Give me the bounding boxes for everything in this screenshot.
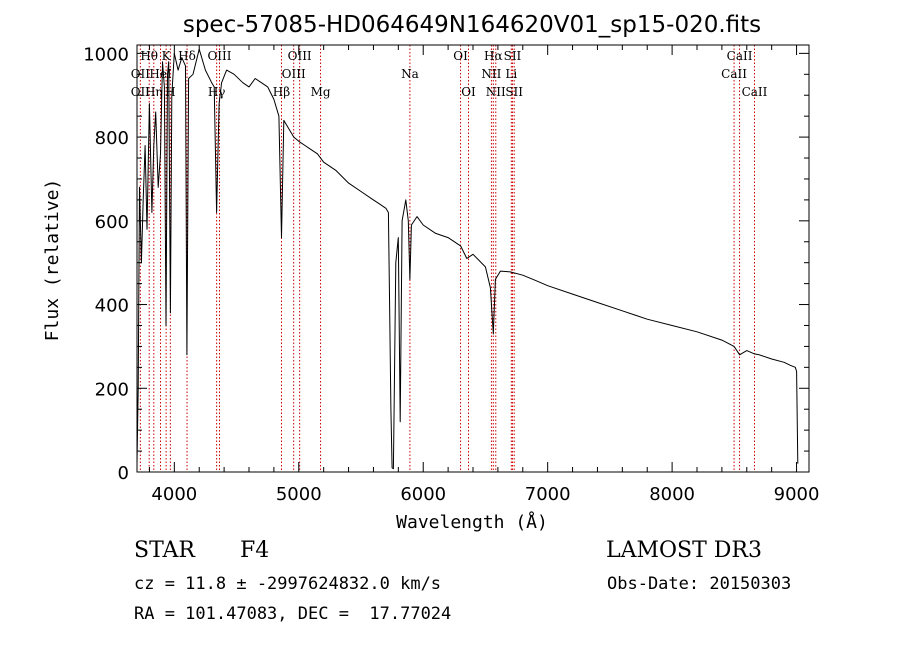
- line-marker-labels: HθOIIOIIHηHeIKHHδHγOIIIHβOIIIOIIIMgNaOIO…: [131, 49, 768, 99]
- y-tick-label: 400: [95, 296, 129, 317]
- y-axis-label: Flux (relative): [42, 179, 63, 342]
- object-subclass: F4: [240, 538, 270, 563]
- y-tick-label: 800: [95, 128, 129, 149]
- line-marker-label: OI: [461, 85, 476, 99]
- line-marker-label: Hθ: [140, 49, 158, 63]
- line-marker-label: SII: [505, 85, 523, 99]
- line-marker-label: K: [162, 49, 172, 63]
- x-tick-label: 5000: [276, 484, 322, 505]
- line-marker-label: CaII: [721, 67, 747, 81]
- redshift-text: cz = 11.8 ± -2997624832.0 km/s: [134, 574, 442, 594]
- y-tick-label: 0: [118, 463, 129, 484]
- x-tick-label: 8000: [649, 484, 695, 505]
- line-marker-label: HeI: [149, 67, 172, 81]
- x-axis-label: Wavelength (Å): [396, 511, 548, 533]
- object-class: STAR: [134, 538, 195, 563]
- chart-title: spec-57085-HD064649N164620V01_sp15-020.f…: [183, 12, 761, 38]
- line-marker-label: H: [165, 85, 175, 99]
- line-marker-label: Na: [401, 67, 419, 81]
- line-marker-label: CaII: [742, 85, 768, 99]
- line-marker-label: Li: [505, 67, 517, 81]
- x-tick-label: 4000: [151, 484, 197, 505]
- y-tick-label: 600: [95, 212, 129, 233]
- line-marker-label: OII: [131, 85, 151, 99]
- line-marker-label: OIII: [282, 67, 306, 81]
- x-tick-label: 7000: [525, 484, 571, 505]
- line-markers: [139, 45, 755, 472]
- x-axis-ticks: 4000 5000 6000 7000 8000 9000: [148, 45, 820, 505]
- line-marker-label: OIII: [207, 49, 231, 63]
- y-axis-ticks: 0 200 400 600 800 1000: [83, 44, 809, 484]
- x-tick-label: 9000: [774, 484, 820, 505]
- obs-date-text: Obs-Date: 20150303: [607, 574, 792, 594]
- line-marker-label: Hη: [145, 85, 163, 99]
- line-marker-label: NII: [486, 85, 506, 99]
- line-marker-label: Hβ: [273, 85, 290, 99]
- line-marker-label: NII: [481, 67, 501, 81]
- line-marker-label: SII: [504, 49, 522, 63]
- y-tick-label: 200: [95, 379, 129, 400]
- line-marker-label: CaII: [727, 49, 753, 63]
- coordinates-text: RA = 101.47083, DEC = 17.77024: [134, 604, 452, 624]
- line-marker-label: OI: [453, 49, 468, 63]
- line-marker-label: Mg: [311, 85, 331, 99]
- plot-frame: [136, 44, 810, 473]
- line-marker-label: Hγ: [208, 85, 226, 99]
- y-tick-label: 1000: [83, 44, 129, 65]
- x-tick-label: 6000: [400, 484, 446, 505]
- survey-name: LAMOST DR3: [606, 538, 762, 563]
- spectrum-series-line: [136, 48, 799, 470]
- line-marker-label: Hα: [484, 49, 503, 63]
- line-marker-label: OIII: [288, 49, 312, 63]
